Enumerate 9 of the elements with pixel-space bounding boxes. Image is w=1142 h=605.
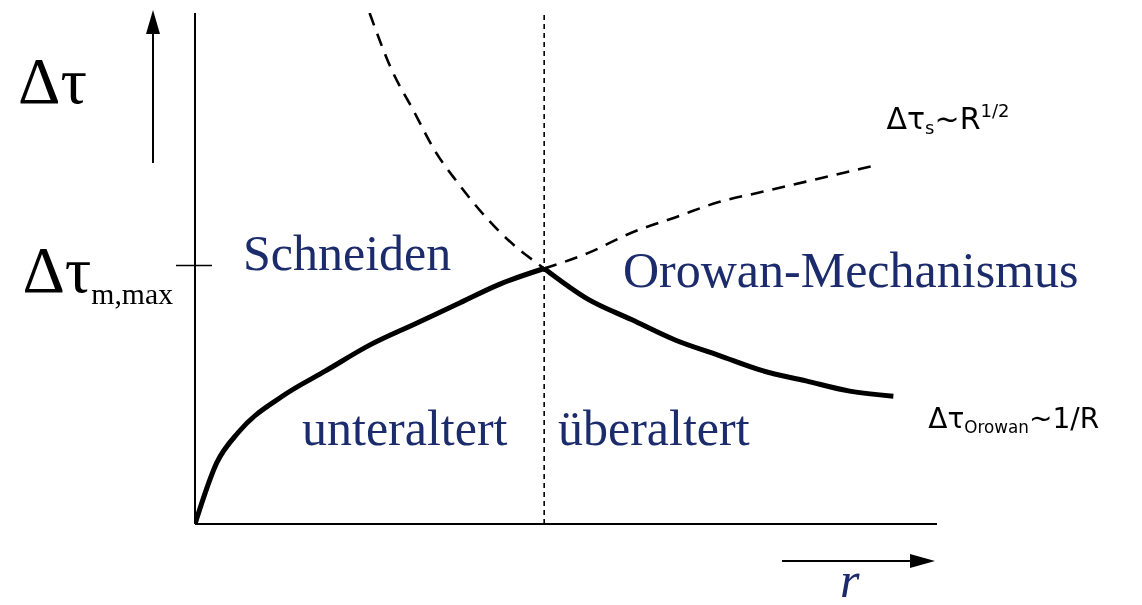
x-axis-title: r <box>840 552 860 605</box>
text: Δτ$_{m,max}$ <box>22 233 174 310</box>
annotation: Orowan-Mechanismus <box>623 242 1079 298</box>
series-label: Δτ$_{s}$~R$^{1/2}$ <box>886 100 1010 139</box>
annotation: unteraltert <box>302 400 508 456</box>
series-label: Δτ$_{Orowan}$~1/R <box>928 402 1100 438</box>
annotation: überaltert <box>558 400 750 456</box>
annotation: Schneiden <box>243 225 452 281</box>
y-axis-title: Δτ <box>18 44 87 117</box>
